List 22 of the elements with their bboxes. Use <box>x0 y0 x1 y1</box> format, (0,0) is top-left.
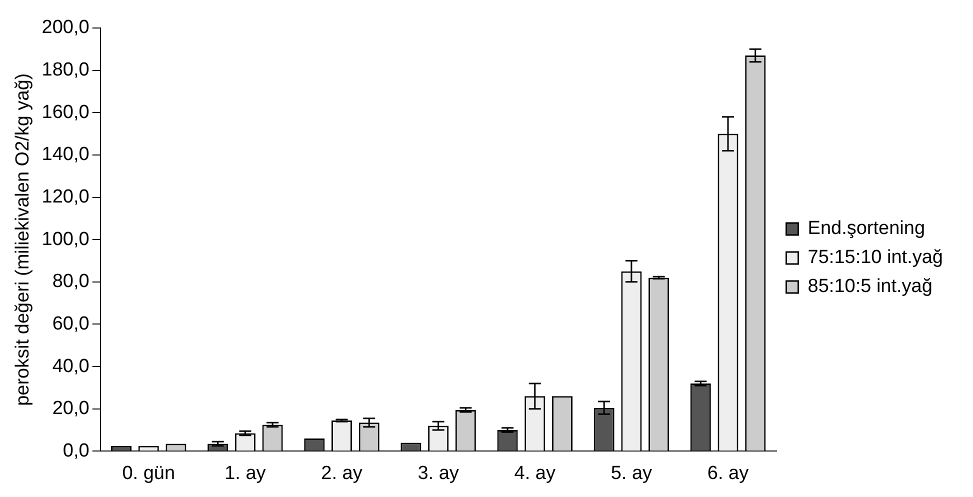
y-tick-label: 180,0 <box>42 60 90 81</box>
y-tick-label: 140,0 <box>42 144 90 166</box>
x-tick-label: 6. ay <box>707 462 750 484</box>
x-tick-label: 0. gün <box>122 462 176 484</box>
y-tick-label: 80,0 <box>52 271 90 292</box>
y-tick-label: 40,0 <box>52 356 90 377</box>
x-tick-label: 2. ay <box>321 462 363 484</box>
y-tick-label: 200,0 <box>42 17 90 38</box>
y-tick-label: 120,0 <box>42 186 90 208</box>
y-axis-title: peroksit değeri (miliekivalen O2/kg yağ) <box>12 73 34 406</box>
legend-label: 75:15:10 int.yağ <box>808 247 943 268</box>
legend-label: 85:10:5 int.yağ <box>808 276 932 298</box>
y-tick-label: 160,0 <box>42 102 90 123</box>
y-tick-label: 0,0 <box>62 440 90 462</box>
x-tick-label: 1. ay <box>224 462 266 484</box>
x-tick-label: 5. ay <box>610 462 653 484</box>
y-tick-label: 60,0 <box>52 313 90 334</box>
x-tick-label: 3. ay <box>418 462 460 484</box>
y-tick-label: 100,0 <box>42 228 90 250</box>
legend-label: End.şortening <box>808 218 926 240</box>
x-tick-label: 4. ay <box>514 462 556 484</box>
y-tick-label: 20,0 <box>52 398 90 420</box>
